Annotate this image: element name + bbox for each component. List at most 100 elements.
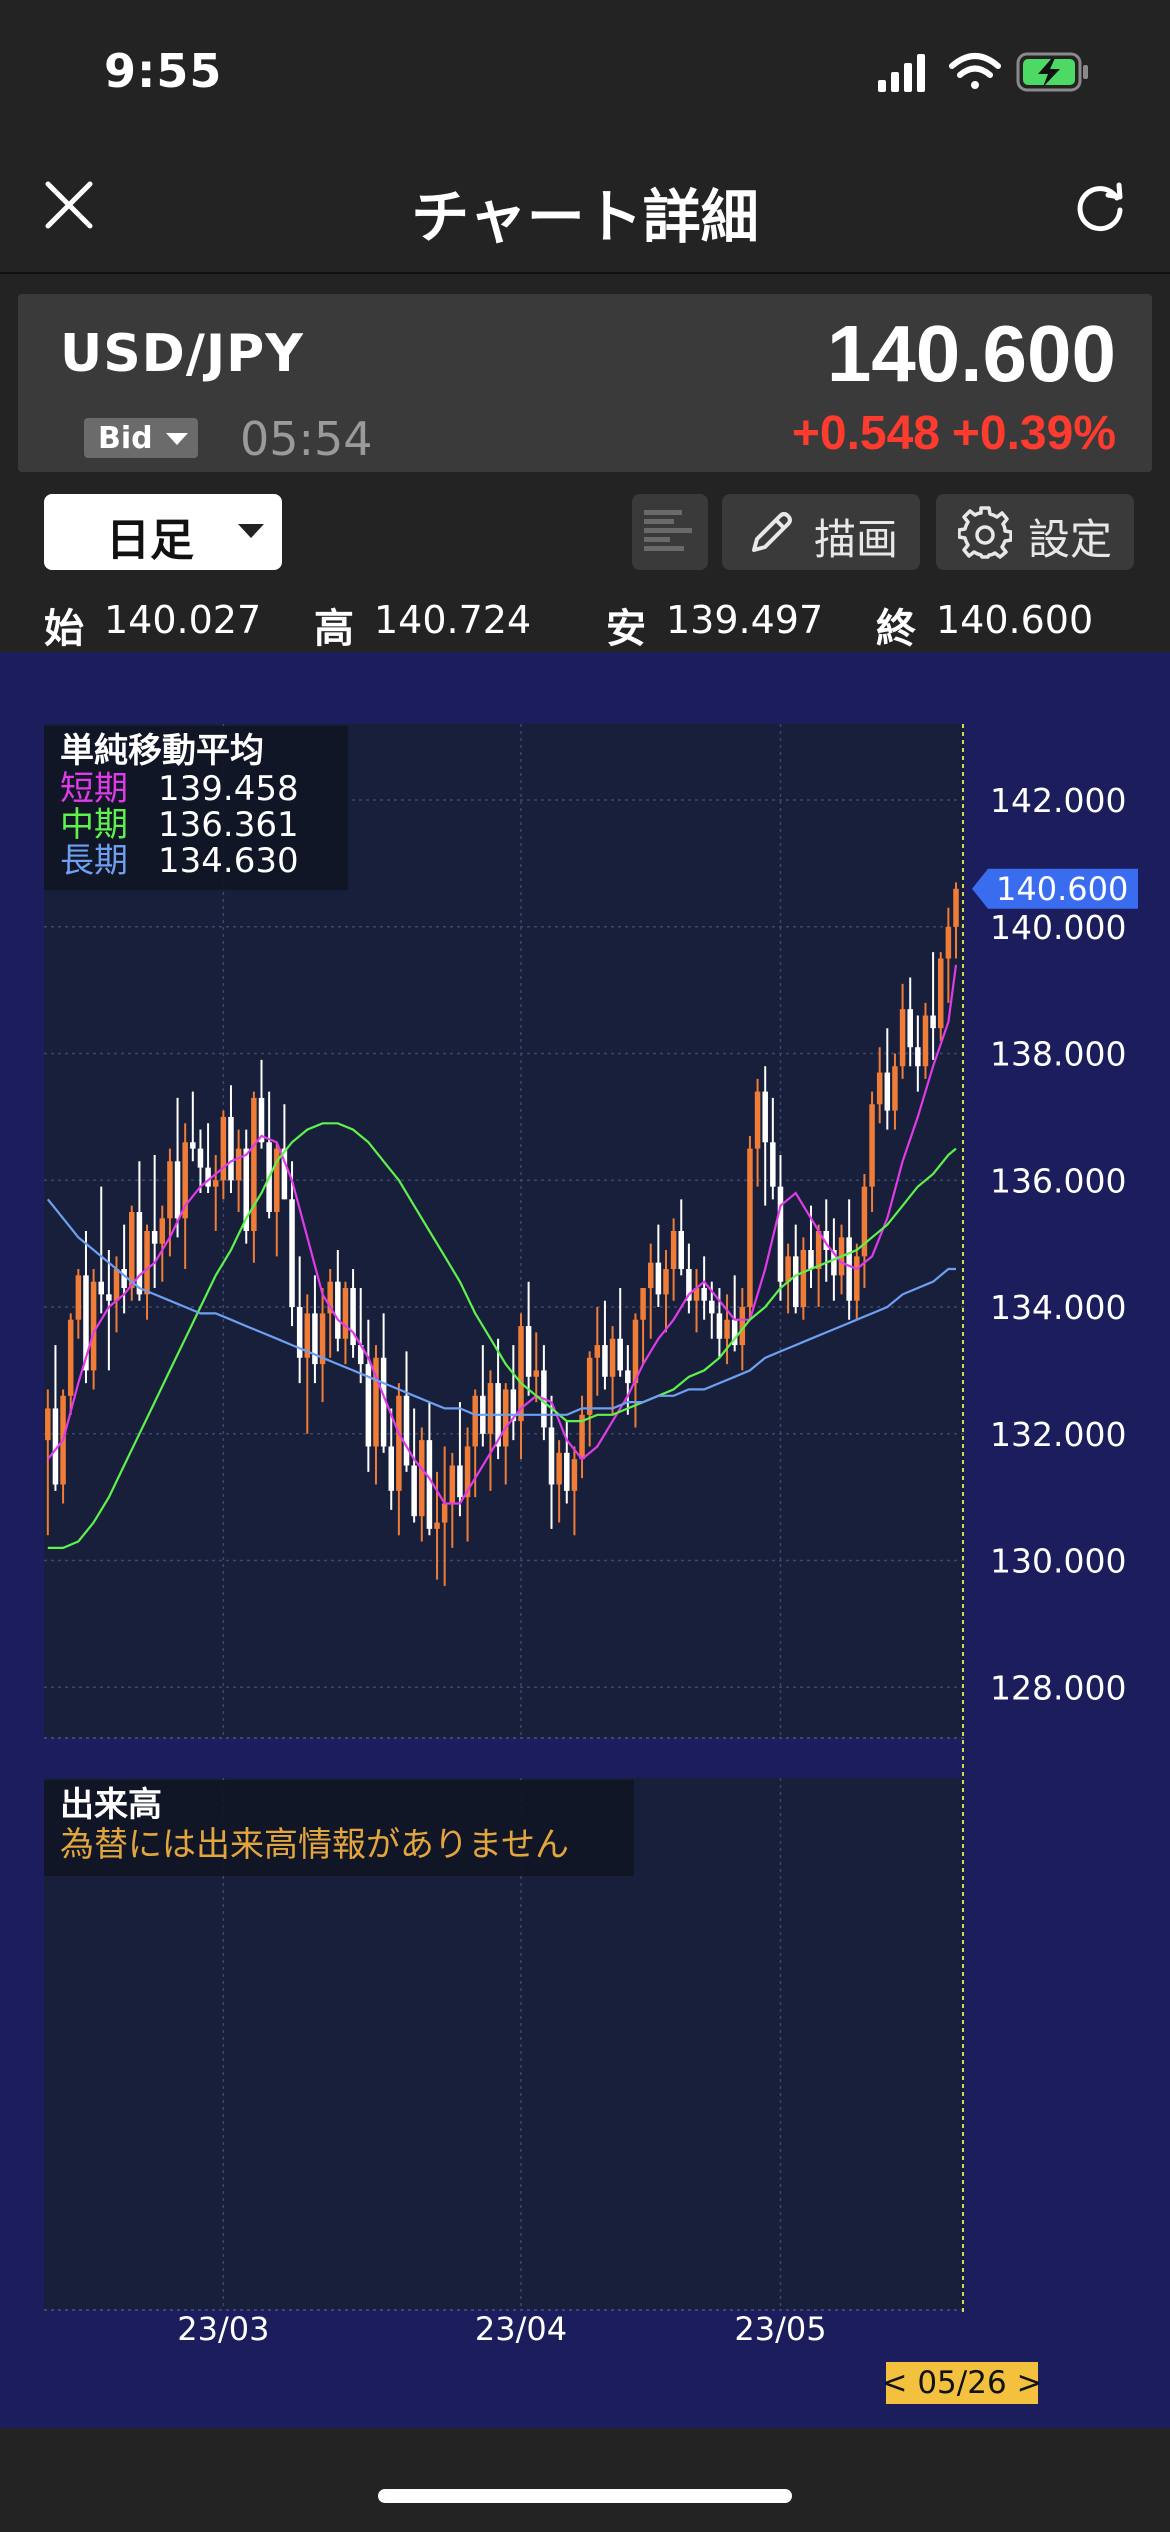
high-key: 高 bbox=[314, 606, 354, 652]
low-value: 139.497 bbox=[666, 598, 824, 642]
home-indicator[interactable] bbox=[378, 2489, 792, 2503]
close-key: 終 bbox=[876, 606, 916, 652]
low-key: 安 bbox=[606, 606, 646, 652]
candle-body bbox=[274, 1148, 280, 1212]
candle-body bbox=[533, 1370, 539, 1377]
draw-label: 描画 bbox=[814, 515, 899, 564]
current-date-tag[interactable]: < 05/26 > bbox=[882, 2362, 1043, 2404]
candle-body bbox=[556, 1452, 562, 1485]
candle-body bbox=[136, 1211, 143, 1295]
candle-body bbox=[846, 1237, 852, 1301]
candle-body bbox=[487, 1383, 494, 1434]
candle-body bbox=[640, 1288, 646, 1320]
nav-divider bbox=[0, 272, 1170, 274]
candle-body bbox=[815, 1231, 822, 1270]
legend-short-name: 短期 bbox=[60, 769, 128, 809]
candle-body bbox=[167, 1161, 173, 1219]
candle-body bbox=[663, 1269, 669, 1295]
candle-body bbox=[922, 1015, 929, 1067]
current-date-label: < 05/26 > bbox=[882, 2365, 1043, 2401]
x-tick-label: 23/04 bbox=[475, 2310, 567, 2348]
y-tick-label: 138.000 bbox=[990, 1035, 1126, 1074]
candle-body bbox=[617, 1338, 623, 1371]
candle-body bbox=[609, 1338, 616, 1377]
candle-body bbox=[510, 1389, 517, 1422]
candle-body bbox=[151, 1231, 158, 1244]
status-icons bbox=[878, 52, 1088, 92]
candle-body bbox=[251, 1097, 257, 1231]
candle-body bbox=[930, 1015, 936, 1029]
close-value: 140.600 bbox=[936, 598, 1094, 642]
candle-body bbox=[411, 1465, 417, 1517]
candle-body bbox=[747, 1148, 753, 1308]
y-tick-label: 134.000 bbox=[990, 1288, 1126, 1327]
candle-body bbox=[388, 1446, 394, 1491]
candle-body bbox=[205, 1167, 211, 1187]
candle-body bbox=[373, 1357, 379, 1447]
candle-body bbox=[525, 1326, 532, 1377]
candle-body bbox=[296, 1307, 303, 1358]
high-value: 140.724 bbox=[374, 598, 532, 642]
candle-body bbox=[564, 1452, 570, 1491]
settings-label: 設定 bbox=[1028, 515, 1113, 564]
y-tick-label: 136.000 bbox=[990, 1161, 1126, 1200]
candle-body bbox=[396, 1395, 402, 1491]
candle-body bbox=[625, 1370, 631, 1384]
pencil-icon bbox=[752, 512, 792, 552]
candle-body bbox=[655, 1262, 662, 1295]
refresh-icon[interactable] bbox=[1070, 176, 1130, 236]
legend-mid-value: 136.361 bbox=[158, 805, 299, 845]
candle-body bbox=[586, 1357, 593, 1415]
candle-body bbox=[678, 1231, 685, 1270]
period-select[interactable]: 日足 bbox=[44, 494, 282, 570]
candle-body bbox=[647, 1262, 654, 1289]
price-type-label: Bid bbox=[98, 421, 153, 456]
candle-body bbox=[304, 1313, 311, 1358]
price-type-select[interactable]: Bid bbox=[84, 418, 198, 458]
candle-body bbox=[731, 1319, 738, 1346]
candles bbox=[45, 882, 959, 1586]
candle-body bbox=[67, 1319, 74, 1396]
candle-body bbox=[365, 1364, 372, 1447]
current-price-tag: 140.600 bbox=[972, 868, 1138, 909]
candle-body bbox=[90, 1281, 97, 1371]
open-key: 始 bbox=[44, 606, 84, 652]
close-icon[interactable] bbox=[40, 176, 98, 234]
candle-body bbox=[709, 1300, 715, 1314]
period-label: 日足 bbox=[106, 515, 194, 566]
y-tick-label: 140.000 bbox=[990, 908, 1126, 947]
candle-body bbox=[724, 1319, 730, 1339]
legend-long-name: 長期 bbox=[60, 841, 128, 881]
candle-body bbox=[869, 1104, 875, 1187]
settings-button[interactable]: 設定 bbox=[936, 494, 1134, 570]
candle-body bbox=[182, 1142, 188, 1219]
candle-body bbox=[380, 1357, 387, 1447]
candle-body bbox=[190, 1142, 196, 1149]
indicator-list-button[interactable] bbox=[632, 494, 708, 570]
candle-body bbox=[129, 1211, 135, 1289]
candle-body bbox=[457, 1465, 463, 1498]
candle-body bbox=[113, 1269, 120, 1301]
candle-body bbox=[953, 888, 959, 927]
candle-body bbox=[915, 1047, 921, 1067]
currency-pair: USD/JPY bbox=[60, 324, 304, 384]
battery-charging-icon bbox=[1016, 52, 1088, 92]
candle-body bbox=[854, 1256, 860, 1301]
y-tick-label: 130.000 bbox=[990, 1542, 1126, 1581]
y-tick-label: 128.000 bbox=[990, 1668, 1126, 1707]
candle-body bbox=[602, 1345, 608, 1377]
candle-body bbox=[892, 1066, 898, 1111]
current-price: 140.600 bbox=[826, 309, 1116, 398]
candle-body bbox=[899, 1009, 906, 1067]
draw-button[interactable]: 描画 bbox=[722, 494, 920, 570]
page-title: チャート詳細 bbox=[411, 183, 759, 251]
chart-area[interactable]: 142.000 140.000 138.000 136.000 134.000 132.0… bbox=[0, 652, 1170, 2428]
candle-body bbox=[777, 1186, 784, 1282]
candle-body bbox=[335, 1281, 341, 1339]
chevron-down-icon bbox=[238, 524, 264, 538]
legend-title: 単純移動平均 bbox=[60, 731, 264, 771]
candle-body bbox=[228, 1116, 234, 1181]
candlestick-chart[interactable]: 142.000 140.000 138.000 136.000 134.000 132.0… bbox=[0, 652, 1170, 2428]
candle-body bbox=[52, 1408, 59, 1485]
quote-time: 05:54 bbox=[240, 412, 373, 466]
